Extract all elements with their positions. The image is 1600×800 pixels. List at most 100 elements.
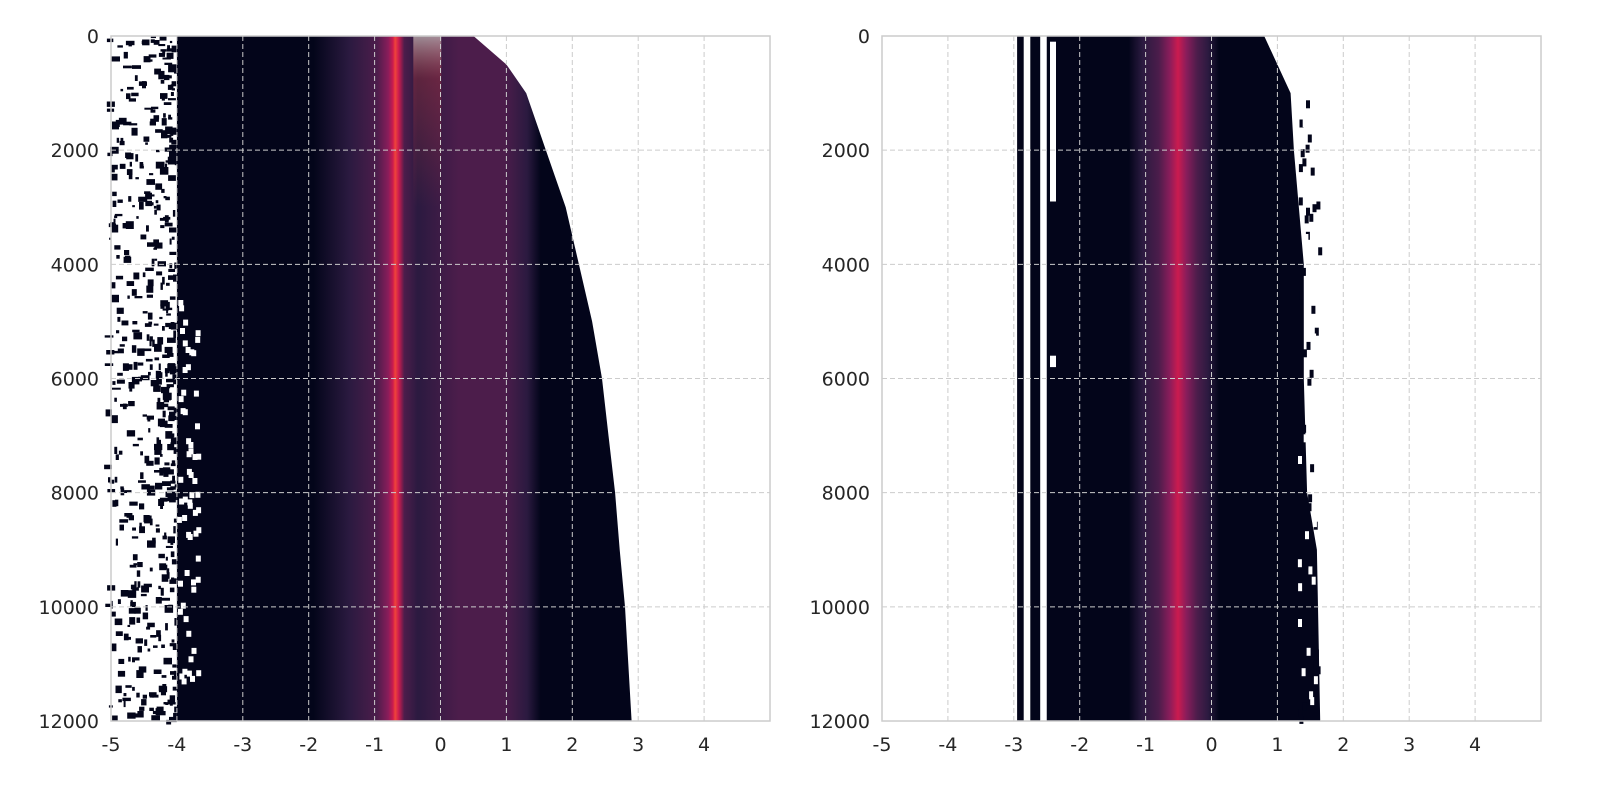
edge-fragment — [1307, 134, 1312, 143]
sparse-cell — [136, 670, 144, 678]
sparse-cell — [162, 308, 169, 311]
sparse-cell — [160, 282, 163, 290]
sparse-cell — [171, 81, 177, 87]
sparse-cell — [155, 161, 165, 169]
sparse-cell — [134, 581, 137, 587]
sparse-cell — [118, 117, 127, 125]
gap-cell — [185, 364, 191, 371]
sparse-cell — [171, 460, 174, 464]
x-tick-label: -3 — [1004, 734, 1023, 756]
sparse-cell — [136, 570, 141, 577]
sparse-cell — [118, 450, 123, 455]
sparse-cell — [168, 353, 174, 357]
sparse-cell — [129, 501, 138, 506]
sparse-cell — [169, 40, 173, 44]
sparse-cell — [157, 397, 161, 406]
gap-cell — [195, 336, 201, 343]
sparse-cell — [143, 56, 151, 63]
sparse-cell — [162, 57, 171, 60]
sparse-cell — [123, 700, 126, 708]
sparse-cell — [139, 202, 144, 210]
sparse-cell — [137, 562, 143, 568]
edge-fragment — [1307, 503, 1312, 512]
sparse-cell — [169, 238, 172, 245]
gap-cell — [182, 340, 188, 347]
sparse-cell — [154, 343, 162, 352]
sparse-cell — [145, 267, 154, 271]
sparse-cell — [115, 685, 122, 694]
sparse-cell — [107, 152, 113, 157]
sparse-cell — [141, 40, 148, 45]
sparse-cell — [171, 559, 177, 565]
sparse-cell — [153, 645, 158, 648]
sparse-cell — [166, 378, 175, 383]
sparse-cell — [166, 568, 170, 573]
sparse-cell — [163, 702, 166, 705]
sparse-cell — [115, 454, 119, 460]
sparse-cell — [170, 463, 176, 467]
sparse-cell — [144, 107, 153, 110]
gap-cell — [183, 616, 189, 623]
sparse-cell — [150, 36, 156, 39]
sparse-cell — [165, 196, 170, 201]
sparse-cell — [129, 384, 133, 392]
sparse-cell — [125, 685, 132, 688]
sparse-cell — [108, 223, 116, 228]
sparse-cell — [146, 285, 154, 293]
sparse-cell — [149, 707, 154, 711]
edge-fragment — [1301, 267, 1306, 276]
sparse-cell — [170, 92, 174, 96]
sparse-cell — [170, 442, 175, 448]
sparse-cell — [162, 49, 166, 55]
sparse-cell — [157, 337, 164, 345]
sparse-cell — [167, 406, 175, 411]
sparse-cell — [153, 239, 159, 247]
sparse-cell — [111, 224, 119, 233]
sparse-cell — [147, 312, 153, 320]
sparse-cell — [128, 196, 132, 202]
x-tick-label: 0 — [434, 734, 446, 756]
sparse-cell — [159, 316, 163, 320]
edge-fragment — [1305, 531, 1309, 540]
edge-fragment — [1308, 186, 1313, 195]
sparse-cell — [168, 175, 176, 181]
sparse-cell — [164, 163, 168, 170]
sparse-cell — [116, 307, 124, 314]
sparse-cell — [120, 137, 124, 144]
edge-fragment — [1319, 287, 1324, 296]
sparse-cell — [158, 363, 161, 370]
sparse-cell — [129, 564, 137, 568]
sparse-cell — [128, 608, 136, 614]
sparse-cell — [163, 471, 169, 477]
edge-fragment — [1309, 369, 1314, 378]
edge-fragment — [1312, 333, 1317, 342]
sparse-cell — [146, 59, 153, 62]
x-tick-labels-left: -5 -4 -3 -2 -1 0 1 2 3 4 — [102, 734, 711, 756]
sparse-cell — [133, 563, 138, 566]
sparse-cell — [155, 524, 160, 527]
gap-cell — [195, 423, 200, 430]
sparse-cell — [162, 410, 166, 418]
sparse-cell — [129, 161, 132, 167]
gap-cell — [188, 656, 194, 663]
sparse-cell — [167, 699, 174, 703]
grid-left — [111, 36, 770, 721]
sparse-cell — [112, 121, 119, 130]
sparse-cell — [115, 631, 123, 636]
sparse-cell — [174, 158, 177, 166]
sparse-cell — [153, 323, 159, 326]
sparse-cell — [136, 216, 139, 219]
sparse-cell — [150, 39, 155, 43]
gap-cell — [186, 438, 192, 445]
sparse-cell — [159, 217, 169, 221]
sparse-cell — [146, 415, 154, 420]
sparse-cell — [135, 154, 139, 162]
sparse-cell — [166, 384, 174, 388]
gap-cell — [192, 478, 198, 484]
sparse-cell — [143, 348, 152, 352]
sparse-cell — [119, 524, 124, 531]
sparse-cell — [166, 52, 174, 59]
sparse-cell — [127, 636, 131, 640]
gap-cell — [192, 509, 198, 516]
sparse-cell — [160, 225, 165, 229]
